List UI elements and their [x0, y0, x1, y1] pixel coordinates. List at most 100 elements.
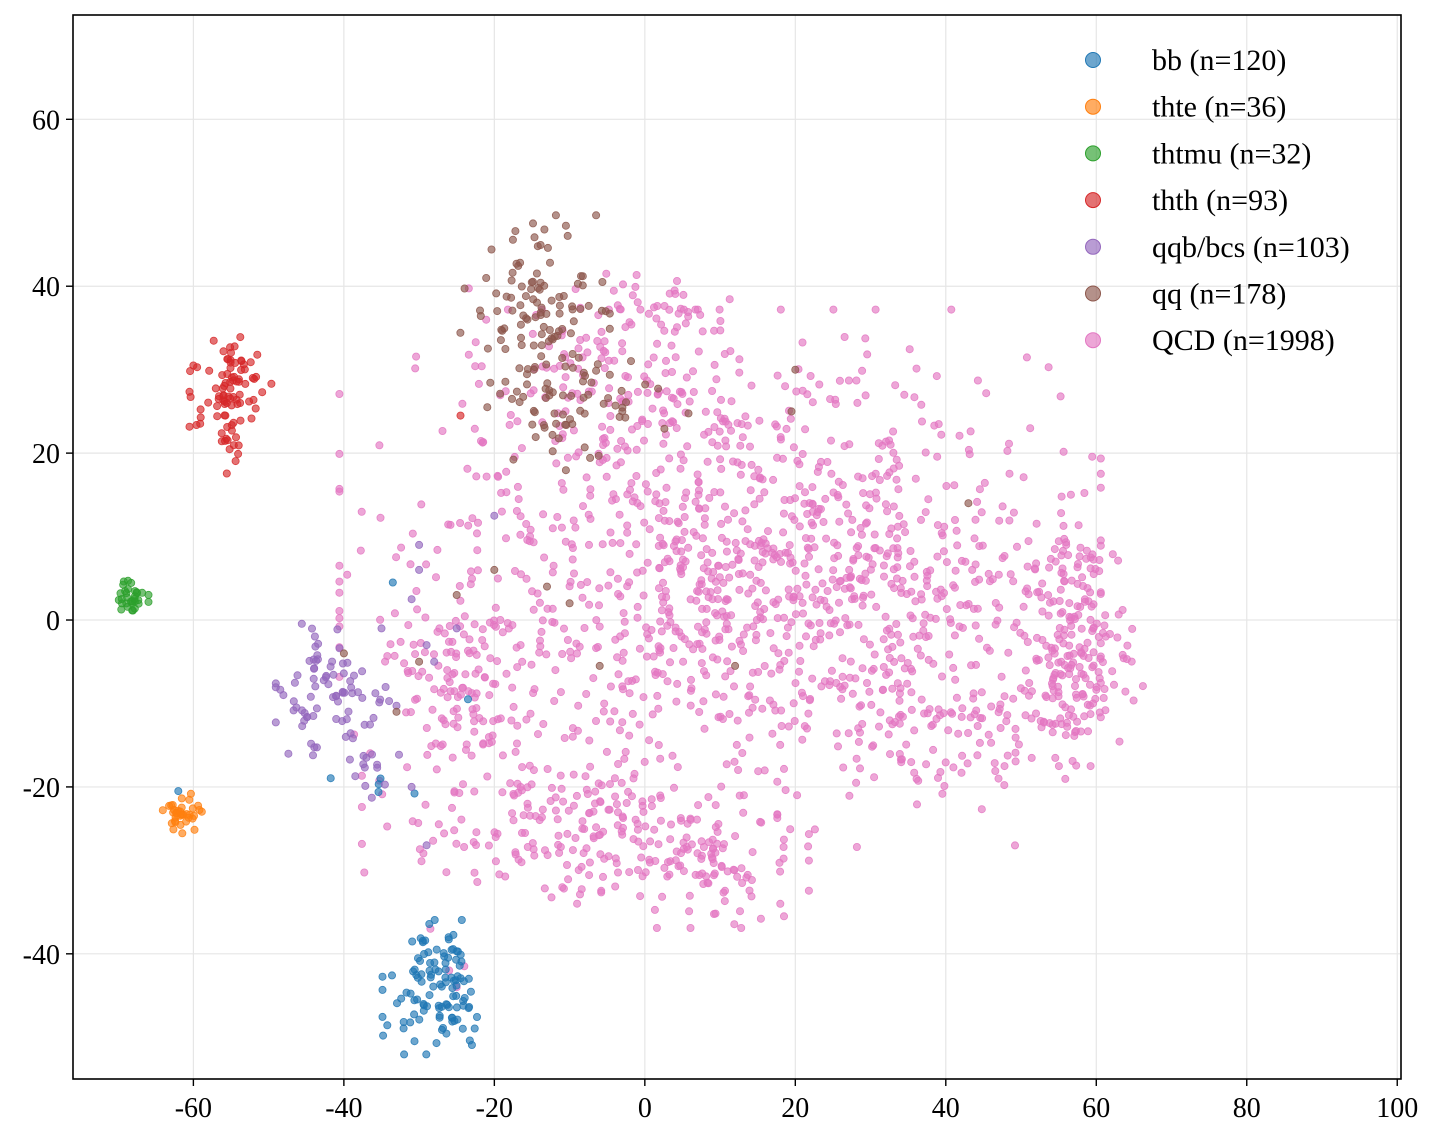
data-point [453, 723, 462, 732]
data-point [563, 861, 572, 870]
data-point [1004, 648, 1013, 657]
data-point [580, 443, 589, 452]
data-point [768, 729, 777, 738]
data-point [335, 487, 344, 496]
data-point [653, 668, 662, 677]
data-point [1044, 653, 1053, 662]
data-point [486, 654, 495, 663]
data-point [723, 657, 732, 666]
data-point [644, 360, 653, 369]
data-point [357, 507, 366, 516]
x-tick-label: 60 [1082, 1093, 1110, 1124]
data-point [1027, 753, 1036, 762]
data-point [407, 595, 416, 604]
data-point [195, 806, 204, 815]
data-point [641, 380, 650, 389]
data-point [862, 518, 871, 527]
data-point [955, 622, 964, 631]
data-point [526, 389, 535, 398]
data-point [1033, 588, 1042, 597]
data-point [725, 573, 734, 582]
data-point [1101, 611, 1110, 620]
data-point [356, 546, 365, 555]
data-point [793, 791, 802, 800]
data-point [464, 1004, 473, 1013]
legend-marker [1085, 238, 1101, 255]
data-point [954, 729, 963, 738]
data-point [411, 695, 420, 704]
data-point [542, 360, 551, 369]
data-point [1075, 663, 1084, 672]
data-point [649, 652, 658, 661]
data-point [374, 788, 383, 797]
data-point [969, 604, 978, 613]
data-point [193, 363, 202, 372]
data-point [437, 714, 446, 723]
data-point [1100, 621, 1109, 630]
data-point [625, 549, 634, 558]
data-point [623, 521, 632, 530]
data-point [670, 783, 679, 792]
data-point [613, 444, 622, 453]
data-point [748, 584, 757, 593]
data-point [566, 577, 575, 586]
data-point [727, 426, 736, 435]
data-point [760, 488, 769, 497]
data-point [987, 738, 996, 747]
data-point [415, 845, 424, 854]
data-point [335, 561, 344, 570]
data-point [472, 1013, 481, 1022]
data-point [861, 569, 870, 578]
data-point [371, 689, 380, 698]
data-point [1057, 492, 1066, 501]
data-point [663, 677, 672, 686]
data-point [1082, 546, 1091, 555]
data-point [472, 472, 481, 481]
data-point [502, 467, 511, 476]
data-point [686, 815, 695, 824]
data-point [1061, 774, 1070, 783]
data-point [1122, 655, 1131, 664]
data-point [582, 844, 591, 853]
data-point [841, 614, 850, 623]
data-point [236, 398, 245, 407]
data-point [632, 471, 641, 480]
data-point [1080, 595, 1089, 604]
data-point [880, 572, 889, 581]
data-point [599, 346, 608, 355]
data-point [532, 269, 541, 278]
data-point [978, 541, 987, 550]
data-point [600, 699, 609, 708]
data-point [775, 858, 784, 867]
data-point [903, 679, 912, 688]
data-point [611, 495, 620, 504]
data-point [669, 644, 678, 653]
data-point [851, 674, 860, 683]
data-point [580, 825, 589, 834]
data-point [952, 526, 961, 535]
data-point [637, 853, 646, 862]
data-point [383, 1021, 392, 1030]
data-point [1032, 709, 1041, 718]
y-tick-label: 40 [32, 272, 60, 303]
data-point [639, 842, 648, 851]
data-point [444, 953, 453, 962]
data-point [885, 716, 894, 725]
data-point [528, 277, 537, 286]
data-point [719, 578, 728, 587]
data-point [741, 506, 750, 515]
data-point [915, 631, 924, 640]
data-point [583, 578, 592, 587]
data-point [875, 475, 884, 484]
data-point [951, 566, 960, 575]
data-point [1108, 550, 1117, 559]
data-point [559, 485, 568, 494]
data-point [422, 724, 431, 733]
data-point [747, 460, 756, 469]
data-point [672, 424, 681, 433]
data-point [517, 858, 526, 867]
data-point [813, 467, 822, 476]
data-point [1011, 733, 1020, 742]
data-point [557, 784, 566, 793]
data-point [1023, 638, 1032, 647]
